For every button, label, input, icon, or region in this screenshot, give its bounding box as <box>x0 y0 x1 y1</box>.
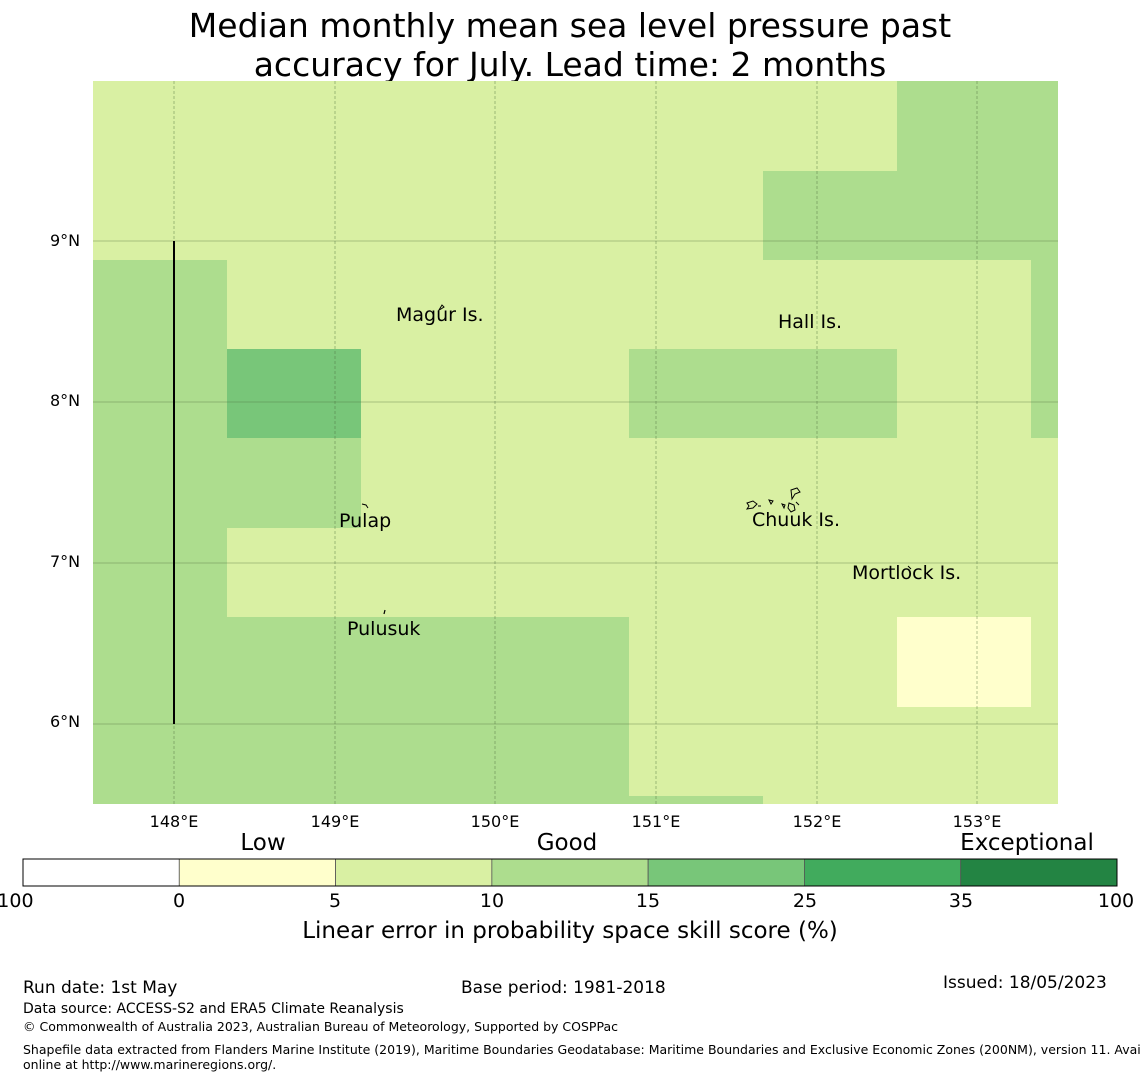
base-period: Base period: 1981-2018 <box>461 978 666 998</box>
tick-15: 15 <box>635 890 661 912</box>
lon-label-152: 152°E <box>792 812 842 831</box>
copyright: © Commonwealth of Australia 2023, Austra… <box>23 1019 618 1034</box>
colorbar-segment <box>647 858 805 887</box>
lon-label-153: 153°E <box>952 812 1002 831</box>
pulap-island <box>361 503 369 509</box>
place-mortlock: Mortlock Is. <box>852 562 962 584</box>
issued-date: Issued: 18/05/2023 <box>943 973 1107 993</box>
colorbar-label: Linear error in probability space skill … <box>302 918 838 944</box>
title-line-1: Median monthly mean sea level pressure p… <box>188 6 952 45</box>
skill-cell-10-15 <box>629 349 897 438</box>
place-chuuk: Chuuk Is. <box>752 509 840 531</box>
lat-label-8n: 8°N <box>50 391 81 410</box>
place-magur: Magur Is. <box>396 304 484 326</box>
colorbar-segment <box>335 858 493 887</box>
colorbar-border <box>22 858 1118 887</box>
colorbar-segment <box>804 858 962 887</box>
chuuk-islands <box>745 487 801 513</box>
tick-5: 5 <box>328 890 342 912</box>
mortlock-island <box>907 565 912 570</box>
skill-cell-0-5 <box>897 617 1031 707</box>
skill-cell-10-15 <box>227 617 629 804</box>
colorbar <box>22 858 1118 887</box>
skill-cell-10-15 <box>1031 171 1058 438</box>
place-pulap: Pulap <box>339 510 392 532</box>
run-date: Run date: 1st May <box>23 978 178 998</box>
skill-cell-10-15 <box>763 171 1031 260</box>
skill-cell-10-15 <box>897 81 1058 171</box>
lat-label-9n: 9°N <box>50 231 81 250</box>
skill-cell-10-15 <box>629 796 763 804</box>
colorbar-segment <box>491 858 649 887</box>
place-hall: Hall Is. <box>778 311 843 333</box>
graticule <box>93 81 1058 804</box>
chart-title: Median monthly mean sea level pressure p… <box>0 6 1140 84</box>
category-low: Low <box>240 830 286 856</box>
lon-label-151: 151°E <box>631 812 681 831</box>
title-line-2: accuracy for July. Lead time: 2 months <box>253 45 887 84</box>
lon-label-150: 150°E <box>470 812 520 831</box>
magur-island <box>437 304 445 312</box>
category-good: Good <box>536 830 598 856</box>
lat-label-7n: 7°N <box>50 552 81 571</box>
tick-25: 25 <box>792 890 818 912</box>
skill-cell-10-15 <box>227 438 361 528</box>
skill-cell-10-15 <box>93 260 227 804</box>
tick-100: 100 <box>1097 890 1135 912</box>
skill-grid <box>93 81 1058 804</box>
tick-neg100: -100 <box>0 890 34 912</box>
lat-label-6n: 6°N <box>50 712 81 731</box>
lon-label-149: 149°E <box>310 812 360 831</box>
place-pulusuk: Pulusuk <box>347 618 421 640</box>
category-exceptional: Exceptional <box>960 830 1094 856</box>
island-outlines <box>361 304 912 615</box>
colorbar-segment <box>960 858 1118 887</box>
tick-10: 10 <box>479 890 505 912</box>
colorbar-segment <box>22 858 180 887</box>
tick-0: 0 <box>172 890 186 912</box>
data-source: Data source: ACCESS-S2 and ERA5 Climate … <box>23 1001 404 1017</box>
pulusuk-island <box>383 609 386 615</box>
tick-35: 35 <box>948 890 974 912</box>
shapefile-credit-line-1: Shapefile data extracted from Flanders M… <box>23 1042 1140 1057</box>
lon-label-148: 148°E <box>149 812 199 831</box>
colorbar-segment <box>178 858 336 887</box>
skill-cell-15-25 <box>227 349 361 438</box>
shapefile-credit-line-2: online at http://www.marineregions.org/. <box>23 1057 277 1072</box>
